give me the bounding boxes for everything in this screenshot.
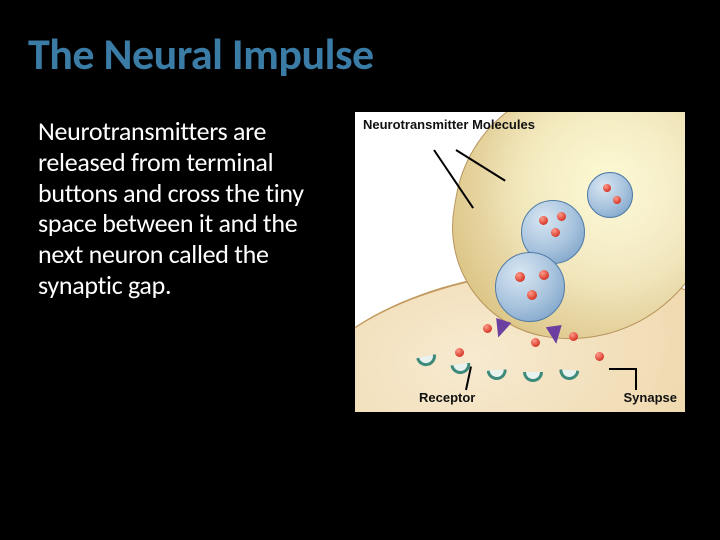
figure-container: Neurotransmitter Molecules Receptor Syna…	[348, 112, 692, 412]
content-row: Neurotransmitters are released from term…	[28, 112, 692, 412]
label-synapse: Synapse	[624, 391, 677, 406]
leader-line	[609, 368, 637, 370]
slide-title: The Neural Impulse	[28, 30, 692, 78]
leader-line	[635, 370, 637, 390]
slide: The Neural Impulse Neurotransmitters are…	[0, 0, 720, 540]
label-receptor: Receptor	[419, 391, 475, 406]
label-neurotransmitter: Neurotransmitter Molecules	[363, 118, 535, 133]
synapse-diagram: Neurotransmitter Molecules Receptor Syna…	[355, 112, 685, 412]
slide-body-text: Neurotransmitters are released from term…	[28, 112, 338, 300]
vesicle	[495, 252, 565, 322]
release-arrow	[546, 325, 564, 345]
